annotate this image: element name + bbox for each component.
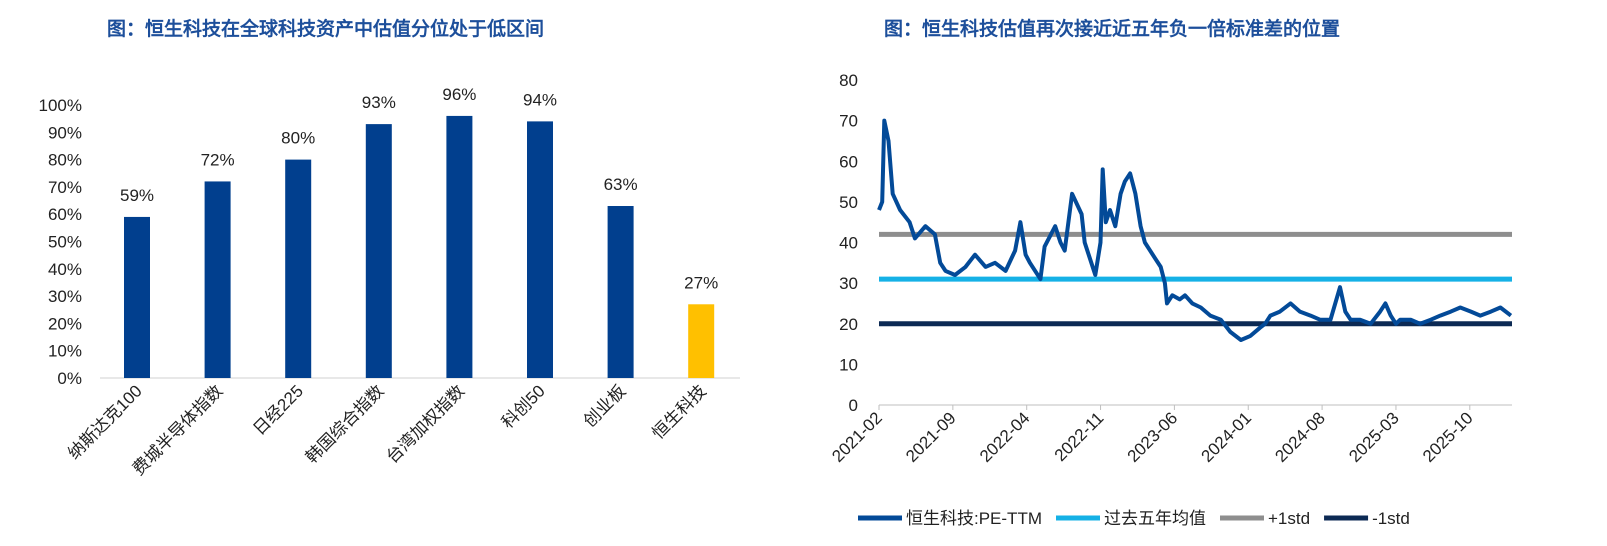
- x-tick-label: 2025-10: [1419, 408, 1477, 466]
- y-tick-label: 20%: [48, 314, 82, 333]
- x-tick-label: 2025-03: [1345, 408, 1403, 466]
- category-label: 韩国综合指数: [302, 381, 388, 467]
- pe-ttm-line: [877, 118, 1513, 342]
- y-tick-label: 40: [839, 234, 858, 253]
- left-chart-title: 图：恒生科技在全球科技资产中估值分位处于低区间: [107, 18, 545, 40]
- data-label: 96%: [442, 85, 476, 104]
- data-label: 94%: [523, 90, 557, 109]
- y-tick-label: 20: [839, 315, 858, 334]
- data-label: 63%: [604, 175, 638, 194]
- data-label: 59%: [120, 186, 154, 205]
- y-tick-label: 10%: [48, 342, 82, 361]
- y-tick-label: 70: [839, 112, 858, 131]
- bar: [124, 216, 150, 378]
- bar: [446, 115, 473, 379]
- y-tick-label: 50: [839, 193, 858, 212]
- y-tick-label: 100%: [39, 96, 82, 115]
- y-tick-label: 50%: [48, 233, 82, 252]
- y-tick-label: 40%: [48, 260, 82, 279]
- x-tick-label: 2024-01: [1198, 408, 1256, 466]
- x-tick-label: 2022-04: [976, 408, 1034, 466]
- bar: [607, 206, 634, 378]
- bar: [527, 121, 553, 378]
- y-tick-label: 30: [839, 274, 858, 293]
- y-tick-label: 80%: [48, 151, 82, 170]
- x-tick-label: 2022-11: [1051, 408, 1108, 465]
- category-label: 纳斯达克100: [64, 381, 146, 463]
- y-tick-label: 0: [849, 396, 858, 415]
- y-tick-label: 30%: [48, 287, 82, 306]
- legend-label: -1std: [1372, 509, 1410, 528]
- y-tick-label: 60%: [48, 205, 82, 224]
- x-tick-label: 2021-09: [902, 408, 960, 466]
- x-tick-label: 2024-08: [1271, 408, 1329, 466]
- x-tick-label: 2023-06: [1124, 408, 1182, 466]
- y-tick-label: 70%: [48, 178, 82, 197]
- legend-label: 过去五年均值: [1104, 509, 1206, 528]
- y-tick-label: 60: [839, 152, 858, 171]
- category-label: 创业板: [580, 381, 629, 430]
- y-tick-label: 80: [839, 71, 858, 90]
- right-chart-title: 图：恒生科技估值再次接近近五年负一倍标准差的位置: [884, 18, 1341, 40]
- y-tick-label: 10: [839, 355, 858, 374]
- bar: [285, 159, 312, 378]
- bar: [688, 304, 715, 378]
- data-label: 72%: [201, 150, 235, 169]
- data-label: 93%: [362, 93, 396, 112]
- bar: [365, 124, 392, 378]
- legend-label: +1std: [1268, 509, 1310, 528]
- data-label: 27%: [684, 273, 718, 292]
- category-label: 日经225: [249, 381, 307, 439]
- category-label: 台湾加权指数: [383, 381, 469, 467]
- bar: [204, 181, 231, 378]
- y-tick-label: 90%: [48, 123, 82, 142]
- category-label: 恒生科技: [649, 381, 711, 443]
- legend-label: 恒生科技:PE-TTM: [906, 509, 1042, 528]
- x-tick-label: 2021-02: [828, 408, 886, 466]
- data-label: 80%: [281, 129, 315, 148]
- category-label: 科创50: [498, 381, 549, 432]
- y-tick-label: 0%: [57, 369, 82, 388]
